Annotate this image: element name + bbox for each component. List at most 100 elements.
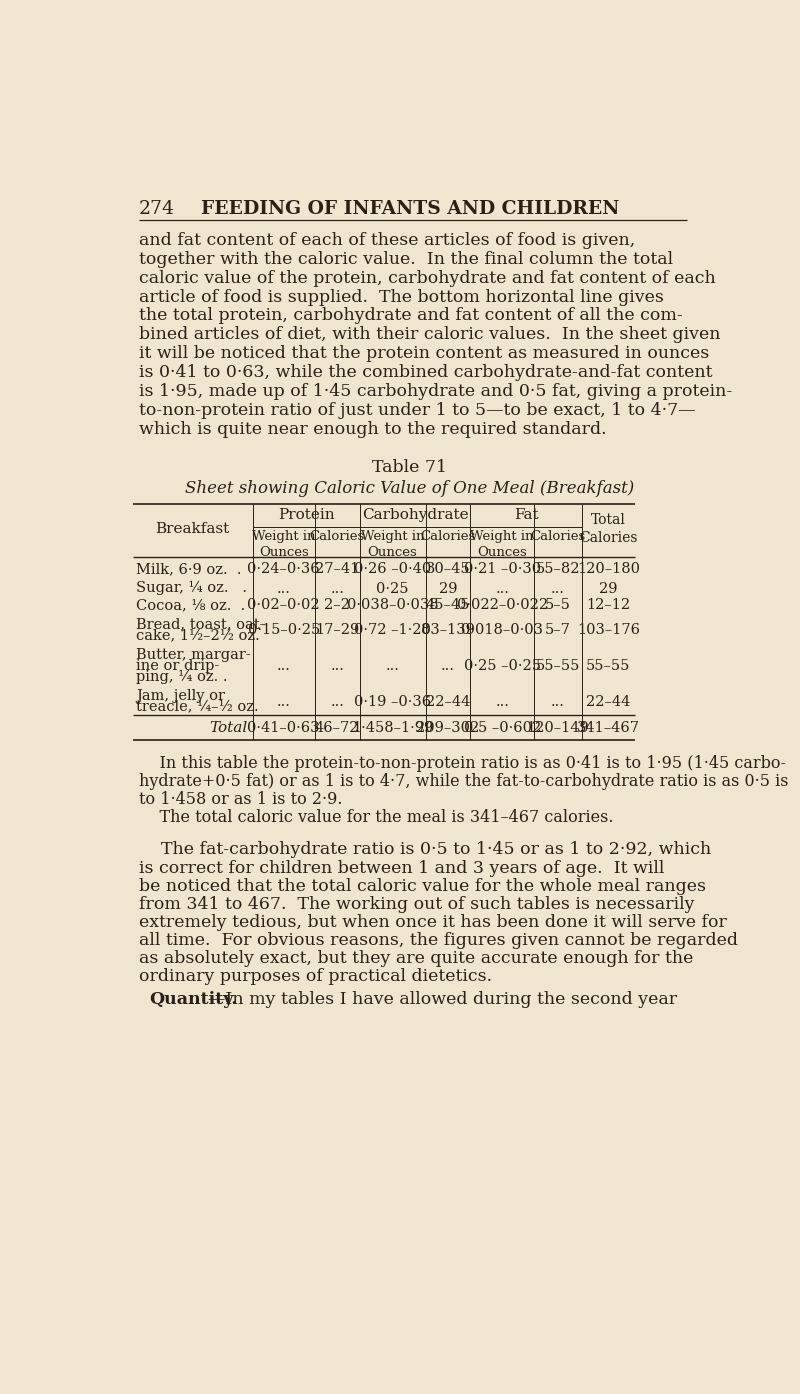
Text: The total caloric value for the meal is 341–467 calories.: The total caloric value for the meal is … [138,810,614,827]
Text: 83–139: 83–139 [421,623,475,637]
Text: ping, ¼ oz. .: ping, ¼ oz. . [137,669,228,684]
Text: Calories: Calories [530,530,586,542]
Text: 341–467: 341–467 [577,721,640,735]
Text: Quantity.: Quantity. [150,991,238,1008]
Text: 120–180: 120–180 [577,562,640,576]
Text: ine or drip-: ine or drip- [137,659,220,673]
Text: bined articles of diet, with their caloric values.  In the sheet given: bined articles of diet, with their calor… [138,326,720,343]
Text: 2–2: 2–2 [324,598,350,612]
Text: 0·15–0·25: 0·15–0·25 [247,623,320,637]
Text: Total: Total [210,721,248,735]
Text: from 341 to 467.  The working out of such tables is necessarily: from 341 to 467. The working out of such… [138,896,694,913]
Text: ...: ... [551,694,565,708]
Text: Weight in
Ounces: Weight in Ounces [361,530,424,559]
Text: 12–12: 12–12 [586,598,630,612]
Text: 209–302: 209–302 [416,721,480,735]
Text: Carbohydrate: Carbohydrate [362,507,468,521]
Text: Cocoa, ⅛ oz.  .: Cocoa, ⅛ oz. . [137,598,246,612]
Text: 17–29: 17–29 [315,623,359,637]
Text: 27–41: 27–41 [315,562,359,576]
Text: Calories: Calories [310,530,365,542]
Text: 0·72 –1·20: 0·72 –1·20 [354,623,431,637]
Text: —In my tables I have allowed during the second year: —In my tables I have allowed during the … [209,991,678,1008]
Text: article of food is supplied.  The bottom horizontal line gives: article of food is supplied. The bottom … [138,289,664,305]
Text: Table 71: Table 71 [373,460,447,477]
Text: Bread, toast, oat-: Bread, toast, oat- [137,618,265,631]
Text: 0·41–0·63: 0·41–0·63 [247,721,320,735]
Text: Breakfast: Breakfast [155,521,230,535]
Text: 45–45: 45–45 [426,598,470,612]
Text: ...: ... [277,694,290,708]
Text: 120–149: 120–149 [526,721,590,735]
Text: 55–55: 55–55 [536,659,580,673]
Text: 0·21 –0·30: 0·21 –0·30 [464,562,541,576]
Text: 0·038–0·038: 0·038–0·038 [346,598,438,612]
Text: 0·02–0·02: 0·02–0·02 [247,598,320,612]
Text: ...: ... [441,659,455,673]
Text: 5–7: 5–7 [545,623,571,637]
Text: Milk, 6·9 oz.  .: Milk, 6·9 oz. . [137,562,242,576]
Text: cake, 1½–2½ oz.: cake, 1½–2½ oz. [137,629,260,643]
Text: to-non-protein ratio of just under 1 to 5—to be exact, 1 to 4·7—: to-non-protein ratio of just under 1 to … [138,401,695,418]
Text: ...: ... [277,581,290,595]
Text: ordinary purposes of practical dietetics.: ordinary purposes of practical dietetics… [138,967,492,986]
Text: 0·25 –0·25: 0·25 –0·25 [464,659,541,673]
Text: is correct for children between 1 and 3 years of age.  It will: is correct for children between 1 and 3 … [138,860,664,877]
Text: is 1·95, made up of 1·45 carbohydrate and 0·5 fat, giving a protein-: is 1·95, made up of 1·45 carbohydrate an… [138,383,732,400]
Text: Jam, jelly or: Jam, jelly or [137,689,226,703]
Text: ...: ... [330,694,344,708]
Text: Butter, margar-: Butter, margar- [137,648,251,662]
Text: 103–176: 103–176 [577,623,640,637]
Text: In this table the protein-to-non-protein ratio is as 0·41 is to 1·95 (1·45 carbo: In this table the protein-to-non-protein… [138,756,786,772]
Text: Sheet showing Caloric Value of One Meal (Breakfast): Sheet showing Caloric Value of One Meal … [186,480,634,496]
Text: 5–5: 5–5 [545,598,571,612]
Text: 22–44: 22–44 [426,694,470,708]
Text: 30–45: 30–45 [426,562,470,576]
Text: 0·25: 0·25 [376,581,409,595]
Text: it will be noticed that the protein content as measured in ounces: it will be noticed that the protein cont… [138,346,709,362]
Text: Weight in
Ounces: Weight in Ounces [252,530,315,559]
Text: the total protein, carbohydrate and fat content of all the com-: the total protein, carbohydrate and fat … [138,308,682,325]
Text: together with the caloric value.  In the final column the total: together with the caloric value. In the … [138,251,673,268]
Text: which is quite near enough to the required standard.: which is quite near enough to the requir… [138,421,606,438]
Text: 274: 274 [138,199,174,217]
Text: caloric value of the protein, carbohydrate and fat content of each: caloric value of the protein, carbohydra… [138,269,715,287]
Text: ...: ... [495,694,509,708]
Text: to 1·458 or as 1 is to 2·9.: to 1·458 or as 1 is to 2·9. [138,792,342,809]
Text: 46–72: 46–72 [315,721,359,735]
Text: Protein: Protein [278,507,334,521]
Text: 1·458–1·99: 1·458–1·99 [352,721,433,735]
Text: ...: ... [551,581,565,595]
Text: 0·018–0·03: 0·018–0·03 [462,623,543,637]
Text: 0·5 –0·602: 0·5 –0·602 [464,721,541,735]
Text: The fat-carbohydrate ratio is 0·5 to 1·45 or as 1 to 2·92, which: The fat-carbohydrate ratio is 0·5 to 1·4… [138,842,711,859]
Text: Total
Calories: Total Calories [579,513,638,545]
Text: FEEDING OF INFANTS AND CHILDREN: FEEDING OF INFANTS AND CHILDREN [201,199,619,217]
Text: Calories: Calories [420,530,475,542]
Text: is 0·41 to 0·63, while the combined carbohydrate-and-fat content: is 0·41 to 0·63, while the combined carb… [138,364,712,381]
Text: extremely tedious, but when once it has been done it will serve for: extremely tedious, but when once it has … [138,914,726,931]
Text: Fat: Fat [514,507,538,521]
Text: and fat content of each of these articles of food is given,: and fat content of each of these article… [138,231,635,250]
Text: Weight in
Ounces: Weight in Ounces [470,530,534,559]
Text: 55–55: 55–55 [586,659,630,673]
Text: 55–82: 55–82 [536,562,580,576]
Text: be noticed that the total caloric value for the whole meal ranges: be noticed that the total caloric value … [138,878,706,895]
Text: Sugar, ¼ oz.   .: Sugar, ¼ oz. . [137,581,247,595]
Text: ...: ... [495,581,509,595]
Text: ...: ... [277,659,290,673]
Text: 29: 29 [599,581,618,595]
Text: 0·19 –0·36: 0·19 –0·36 [354,694,431,708]
Text: 29: 29 [438,581,458,595]
Text: ...: ... [386,659,399,673]
Text: hydrate+0·5 fat) or as 1 is to 4·7, while the fat-to-carbohydrate ratio is as 0·: hydrate+0·5 fat) or as 1 is to 4·7, whil… [138,774,788,790]
Text: ...: ... [330,581,344,595]
Text: 22–44: 22–44 [586,694,630,708]
Text: as absolutely exact, but they are quite accurate enough for the: as absolutely exact, but they are quite … [138,949,693,967]
Text: ...: ... [330,659,344,673]
Text: 0·022–0·022: 0·022–0·022 [457,598,548,612]
Text: treacle, ¼–½ oz.: treacle, ¼–½ oz. [137,700,259,714]
Text: 0·26 –0·40: 0·26 –0·40 [354,562,431,576]
Text: 0·24–0·36: 0·24–0·36 [247,562,320,576]
Text: all time.  For obvious reasons, the figures given cannot be regarded: all time. For obvious reasons, the figur… [138,933,738,949]
